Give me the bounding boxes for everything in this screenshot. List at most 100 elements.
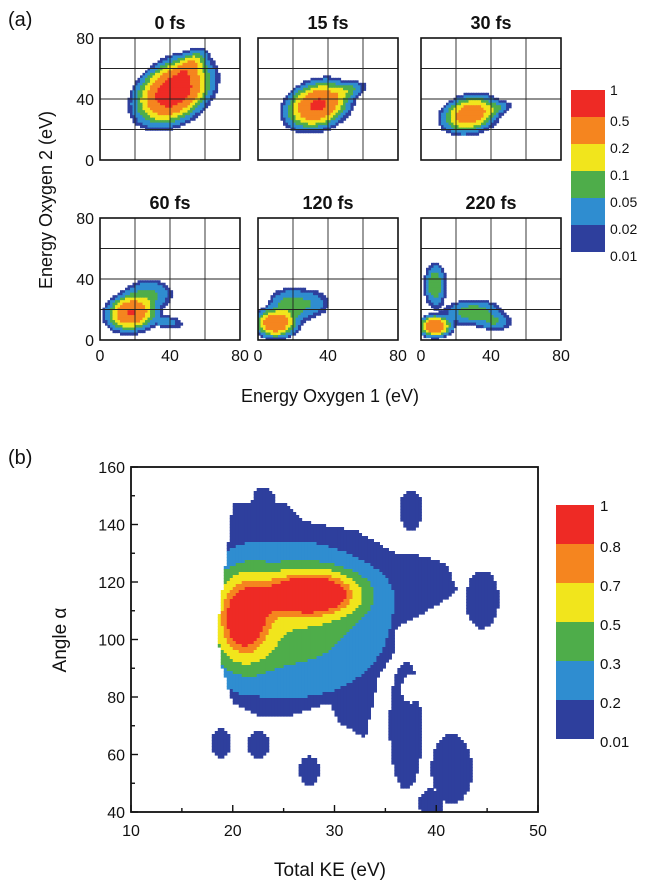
heat-cell bbox=[145, 112, 149, 116]
heat-cell bbox=[316, 572, 321, 576]
heat-cell bbox=[147, 320, 151, 324]
heat-cell bbox=[288, 287, 292, 291]
heat-cell bbox=[304, 581, 309, 585]
heat-cell bbox=[207, 62, 211, 66]
heat-cell bbox=[177, 110, 181, 114]
heat-cell bbox=[110, 297, 114, 301]
heat-cell bbox=[318, 100, 322, 104]
heat-cell bbox=[403, 557, 407, 561]
heat-cell bbox=[177, 90, 181, 94]
heat-cell bbox=[343, 590, 348, 594]
heat-cell bbox=[295, 545, 300, 549]
heat-cell bbox=[197, 52, 201, 57]
heat-cell bbox=[155, 285, 159, 289]
heat-cell bbox=[471, 305, 475, 309]
heat-cell bbox=[182, 62, 186, 66]
heat-cell bbox=[463, 105, 467, 109]
heat-cell bbox=[318, 302, 322, 306]
heat-cell bbox=[300, 110, 304, 114]
heat-cell bbox=[451, 325, 455, 329]
heat-cell bbox=[340, 539, 345, 543]
heat-cell bbox=[478, 115, 482, 119]
heat-cell bbox=[458, 100, 462, 104]
heat-cell bbox=[458, 117, 462, 121]
heat-cell bbox=[277, 557, 282, 561]
heat-cell bbox=[167, 70, 171, 74]
heat-cell bbox=[428, 292, 432, 296]
heat-cell bbox=[373, 560, 377, 564]
heat-cell bbox=[305, 317, 309, 321]
heat-cell bbox=[258, 310, 262, 314]
heat-cell bbox=[265, 335, 269, 339]
heat-cell bbox=[273, 305, 277, 309]
heat-cell bbox=[145, 107, 149, 111]
heat-cell bbox=[135, 292, 139, 296]
heat-cell bbox=[187, 67, 191, 71]
heat-cell bbox=[195, 77, 199, 81]
heat-cell bbox=[147, 315, 151, 319]
heat-cell bbox=[280, 337, 284, 340]
heat-cell bbox=[458, 322, 462, 326]
heat-cell bbox=[290, 122, 294, 126]
heat-cell bbox=[167, 292, 171, 296]
heat-cell bbox=[441, 115, 445, 119]
heat-cell bbox=[273, 317, 277, 321]
heat-cell bbox=[290, 330, 294, 334]
heat-cell bbox=[463, 300, 467, 304]
heat-cell bbox=[493, 112, 497, 116]
heat-cell bbox=[403, 521, 407, 525]
heat-cell bbox=[295, 292, 299, 296]
heat-cell bbox=[343, 80, 347, 84]
heat-cell bbox=[394, 572, 398, 576]
heat-cell bbox=[438, 267, 442, 271]
heat-cell bbox=[135, 120, 139, 124]
heat-cell bbox=[331, 566, 336, 570]
heat-cell bbox=[333, 110, 337, 114]
heat-cell bbox=[167, 80, 171, 84]
heat-cell bbox=[185, 95, 189, 99]
heat-cell bbox=[364, 548, 369, 552]
heat-cell bbox=[438, 280, 442, 284]
heat-cell bbox=[293, 312, 297, 316]
heat-cell bbox=[310, 122, 314, 126]
heat-cell bbox=[210, 70, 214, 74]
heat-cell bbox=[290, 300, 294, 304]
heat-cell bbox=[110, 327, 114, 331]
heat-cell bbox=[175, 110, 179, 114]
heat-cell bbox=[337, 572, 342, 576]
heat-cell bbox=[192, 107, 196, 111]
y-tick-label: 0 bbox=[85, 333, 94, 350]
heat-cell bbox=[438, 270, 442, 274]
heat-cell bbox=[295, 315, 299, 319]
heat-cell bbox=[283, 521, 288, 525]
heat-cell bbox=[280, 578, 285, 582]
heat-cell bbox=[443, 292, 447, 296]
heat-cell bbox=[325, 536, 330, 540]
heat-cell bbox=[433, 292, 437, 296]
heat-cell bbox=[135, 117, 139, 121]
heat-cell bbox=[298, 110, 302, 114]
heat-cell bbox=[250, 575, 255, 579]
heat-cell bbox=[162, 125, 166, 129]
heat-cell bbox=[135, 317, 139, 321]
heat-cell bbox=[275, 315, 279, 319]
heat-cell bbox=[265, 575, 270, 579]
heat-cell bbox=[334, 578, 339, 582]
heat-cell bbox=[195, 55, 199, 59]
heat-cell bbox=[300, 82, 304, 86]
heat-cell bbox=[135, 287, 139, 291]
heat-cell bbox=[265, 527, 270, 531]
heat-cell bbox=[162, 320, 166, 324]
heat-cell bbox=[263, 312, 267, 316]
heat-cell bbox=[340, 590, 345, 594]
heat-cell bbox=[397, 581, 401, 585]
heat-cell bbox=[256, 560, 261, 564]
heat-cell bbox=[313, 102, 317, 106]
heat-cell bbox=[333, 107, 337, 111]
heat-cell bbox=[258, 325, 262, 329]
heat-cell bbox=[180, 122, 184, 126]
heat-cell bbox=[152, 287, 156, 291]
heat-cell bbox=[288, 305, 292, 309]
heat-cell bbox=[409, 578, 413, 582]
heat-cell bbox=[207, 90, 211, 94]
